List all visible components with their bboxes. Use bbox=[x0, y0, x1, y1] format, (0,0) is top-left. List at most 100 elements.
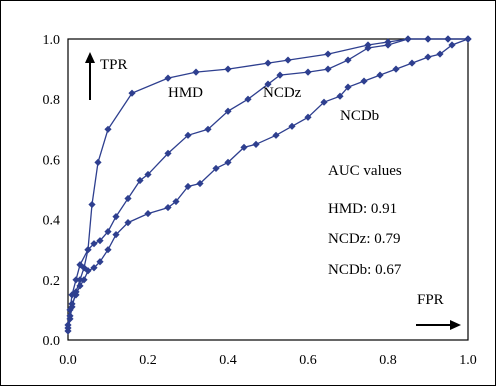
tpr-arrow-label: TPR bbox=[100, 57, 128, 73]
data-point-ncdb bbox=[96, 258, 104, 266]
data-point-ncdb bbox=[392, 65, 400, 73]
auc-entry-ncdb: NCDb: 0.67 bbox=[328, 262, 402, 278]
data-point-ncdz bbox=[364, 44, 372, 52]
x-tick-label: 0.0 bbox=[59, 353, 77, 368]
data-point-ncdz bbox=[104, 228, 112, 236]
data-point-ncdz bbox=[404, 35, 412, 43]
data-point-ncdb bbox=[344, 83, 352, 91]
data-point-ncdb bbox=[424, 53, 432, 61]
data-point-hmd bbox=[192, 68, 200, 76]
data-point-ncdz bbox=[124, 194, 132, 203]
data-point-ncdb bbox=[196, 179, 204, 188]
data-point-ncdb bbox=[336, 92, 344, 100]
data-point-ncdb bbox=[80, 276, 88, 284]
data-point-ncdb bbox=[164, 203, 172, 212]
data-point-ncdb bbox=[304, 113, 312, 121]
data-point-ncdb bbox=[172, 197, 180, 206]
data-point-ncdb bbox=[64, 324, 72, 332]
data-point-ncdb bbox=[124, 219, 132, 227]
data-point-ncdb bbox=[144, 209, 152, 218]
data-point-ncdz bbox=[68, 291, 76, 299]
data-point-ncdb bbox=[104, 246, 112, 254]
data-point-hmd bbox=[264, 59, 272, 67]
data-point-ncdz bbox=[76, 261, 84, 269]
y-tick-label: 1.0 bbox=[43, 33, 61, 48]
data-point-ncdz bbox=[112, 212, 120, 221]
y-tick-label: 0.2 bbox=[43, 274, 61, 289]
data-point-ncdb bbox=[224, 158, 232, 167]
data-point-ncdb bbox=[288, 122, 296, 130]
data-point-ncdb bbox=[212, 164, 220, 173]
data-point-ncdz bbox=[96, 237, 104, 245]
fpr-arrow-icon bbox=[450, 320, 461, 330]
y-tick-label: 0.0 bbox=[43, 334, 61, 349]
data-point-ncdz bbox=[444, 35, 452, 43]
data-point-hmd bbox=[284, 56, 292, 64]
data-point-ncdb bbox=[84, 267, 92, 275]
data-point-ncdb bbox=[408, 59, 416, 67]
data-point-ncdb bbox=[448, 41, 456, 49]
data-point-ncdz bbox=[144, 170, 152, 179]
y-tick-label: 0.8 bbox=[43, 93, 61, 108]
x-tick-label: 0.6 bbox=[299, 353, 317, 368]
annotations: TPR FPR HMD NCDz NCDb AUC values HMD: 0.… bbox=[85, 52, 461, 330]
data-point-ncdz bbox=[244, 95, 252, 103]
data-point-ncdz bbox=[72, 276, 80, 284]
series-ncdz bbox=[64, 35, 472, 329]
series-layer bbox=[64, 35, 472, 335]
series-ncdb bbox=[64, 35, 472, 332]
data-point-ncdb bbox=[320, 98, 328, 106]
data-point-hmd bbox=[88, 200, 96, 209]
data-point-ncdz bbox=[304, 68, 312, 76]
auc-heading: AUC values bbox=[328, 163, 402, 179]
data-point-hmd bbox=[128, 89, 136, 97]
tick-labels: 0.0 0.2 0.4 0.6 0.8 1.0 0.0 0.2 0.4 0.6 0.8 1.0 bbox=[43, 33, 477, 368]
data-point-hmd bbox=[324, 50, 332, 58]
series-label-ncdz: NCDz bbox=[263, 85, 302, 101]
data-point-ncdb bbox=[66, 312, 74, 320]
auc-entry-hmd: HMD: 0.91 bbox=[328, 201, 397, 217]
y-tick-label: 0.4 bbox=[43, 214, 61, 229]
series-label-hmd: HMD bbox=[168, 85, 203, 101]
data-point-ncdb bbox=[240, 143, 248, 151]
data-point-hmd bbox=[164, 74, 172, 82]
tpr-arrow-icon bbox=[85, 52, 95, 63]
data-point-hmd bbox=[76, 276, 84, 284]
data-point-ncdb bbox=[376, 71, 384, 79]
auc-entry-ncdz: NCDz: 0.79 bbox=[328, 231, 401, 247]
data-point-ncdb bbox=[90, 264, 98, 272]
data-point-hmd bbox=[224, 65, 232, 73]
x-tick-label: 0.2 bbox=[139, 353, 157, 368]
data-point-ncdz bbox=[264, 80, 272, 88]
data-point-ncdz bbox=[384, 41, 392, 49]
data-point-ncdb bbox=[436, 50, 444, 58]
fpr-arrow-label: FPR bbox=[417, 292, 444, 308]
x-tick-label: 1.0 bbox=[459, 353, 477, 368]
data-point-ncdz bbox=[90, 240, 98, 248]
data-point-ncdz bbox=[66, 306, 74, 314]
x-tick-label: 0.8 bbox=[379, 353, 397, 368]
data-point-ncdz bbox=[324, 65, 332, 73]
data-point-ncdz bbox=[84, 246, 92, 254]
data-point-ncdz bbox=[204, 125, 212, 133]
data-point-ncdb bbox=[68, 300, 76, 308]
data-point-ncdb bbox=[252, 140, 260, 148]
data-point-ncdz bbox=[136, 176, 144, 185]
data-point-ncdz bbox=[344, 56, 352, 64]
data-point-ncdz bbox=[276, 71, 284, 79]
data-point-ncdb bbox=[76, 282, 84, 290]
data-point-hmd bbox=[94, 158, 102, 167]
data-point-ncdb bbox=[72, 291, 80, 299]
data-point-ncdz bbox=[164, 149, 172, 157]
data-point-ncdb bbox=[112, 231, 120, 239]
data-point-hmd bbox=[80, 264, 88, 272]
data-point-ncdz bbox=[184, 131, 192, 139]
data-point-hmd bbox=[104, 125, 112, 133]
data-point-ncdb bbox=[184, 182, 192, 191]
data-point-ncdb bbox=[464, 35, 472, 43]
x-tick-label: 0.4 bbox=[219, 353, 237, 368]
data-point-ncdb bbox=[360, 77, 368, 85]
data-point-ncdz bbox=[424, 35, 432, 43]
